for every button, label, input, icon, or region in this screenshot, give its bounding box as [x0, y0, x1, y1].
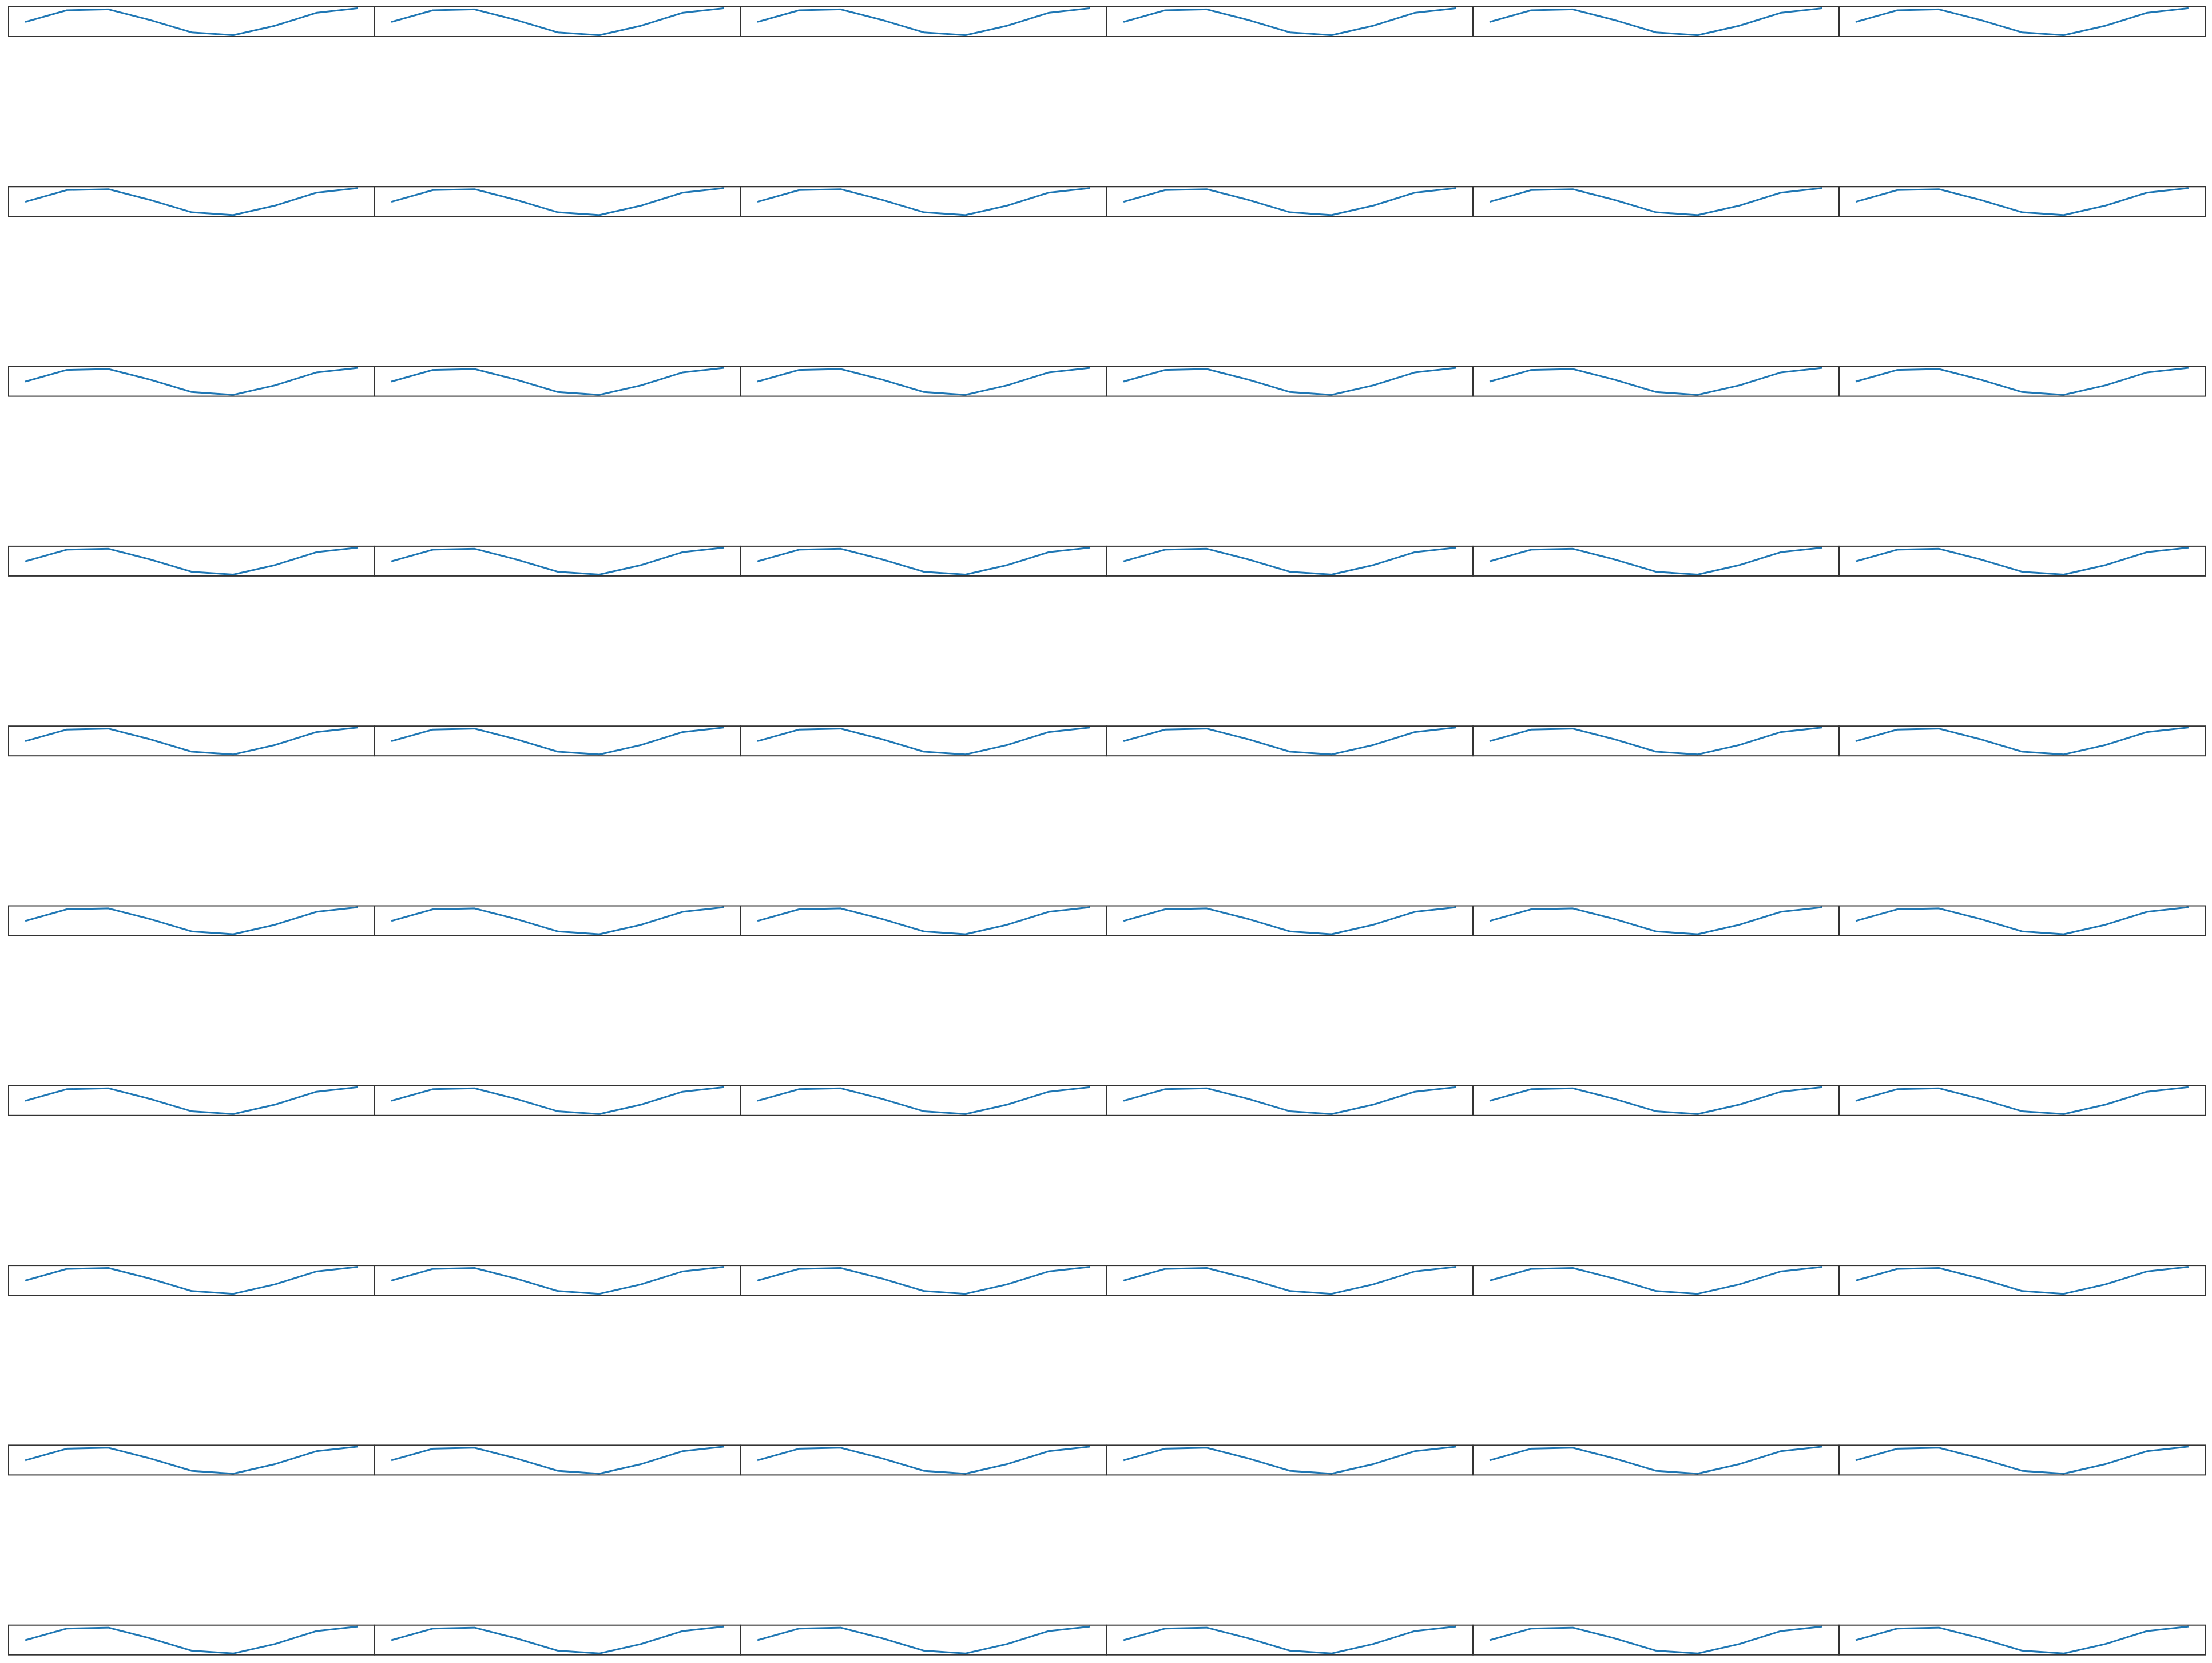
line-series — [1489, 546, 1823, 575]
line-series — [391, 367, 725, 396]
line-series — [1123, 906, 1457, 935]
axes-frame — [1838, 1624, 2206, 1656]
line-series — [1123, 727, 1457, 756]
line-series — [391, 7, 725, 37]
line-series — [25, 1086, 359, 1115]
axes-frame — [1838, 1085, 2206, 1116]
line-series — [757, 7, 1091, 37]
line-series — [25, 546, 359, 575]
line-series — [391, 546, 725, 575]
line-series — [1855, 367, 2189, 396]
line-series — [1855, 1625, 2189, 1654]
line-series — [1489, 1086, 1823, 1115]
line-series — [1489, 7, 1823, 37]
axes-frame — [1838, 905, 2206, 936]
line-series — [757, 367, 1091, 396]
line-series — [391, 1625, 725, 1654]
line-series — [1489, 187, 1823, 216]
line-series — [757, 1266, 1091, 1295]
line-series — [757, 546, 1091, 575]
line-series — [757, 1625, 1091, 1654]
axes-frame — [1838, 6, 2206, 37]
line-series — [757, 1086, 1091, 1115]
axes-frame — [1838, 725, 2206, 757]
line-series — [757, 727, 1091, 756]
line-series — [391, 906, 725, 935]
line-series — [25, 906, 359, 935]
line-series — [1489, 727, 1823, 756]
line-series — [391, 187, 725, 216]
line-series — [1123, 7, 1457, 37]
line-series — [1123, 1446, 1457, 1475]
line-series — [391, 1086, 725, 1115]
line-series — [25, 187, 359, 216]
line-series — [1855, 7, 2189, 37]
axes-frame — [1838, 1265, 2206, 1296]
axes-frame — [1838, 366, 2206, 397]
line-series — [391, 727, 725, 756]
line-series — [1489, 1625, 1823, 1654]
line-series — [757, 187, 1091, 216]
line-series — [25, 1446, 359, 1475]
line-series — [757, 906, 1091, 935]
line-series — [1855, 1446, 2189, 1475]
line-series — [1489, 367, 1823, 396]
line-series — [1855, 1266, 2189, 1295]
line-series — [1855, 546, 2189, 575]
axes-frame — [1838, 545, 2206, 577]
line-series — [25, 1625, 359, 1654]
line-series — [391, 1446, 725, 1475]
line-series — [1489, 1266, 1823, 1295]
line-series — [25, 7, 359, 37]
line-series — [1489, 906, 1823, 935]
line-series — [1855, 906, 2189, 935]
line-series — [1123, 367, 1457, 396]
line-series — [1123, 1625, 1457, 1654]
line-series — [1123, 187, 1457, 216]
line-series — [1855, 727, 2189, 756]
line-series — [25, 727, 359, 756]
line-series — [1855, 187, 2189, 216]
axes-frame — [1838, 1444, 2206, 1476]
line-series — [25, 1266, 359, 1295]
line-series — [757, 1446, 1091, 1475]
line-series — [1489, 1446, 1823, 1475]
line-series — [25, 367, 359, 396]
line-series — [1123, 1266, 1457, 1295]
line-series — [1123, 1086, 1457, 1115]
line-series — [1855, 1086, 2189, 1115]
line-series — [1123, 546, 1457, 575]
line-series — [391, 1266, 725, 1295]
axes-frame — [1838, 186, 2206, 217]
